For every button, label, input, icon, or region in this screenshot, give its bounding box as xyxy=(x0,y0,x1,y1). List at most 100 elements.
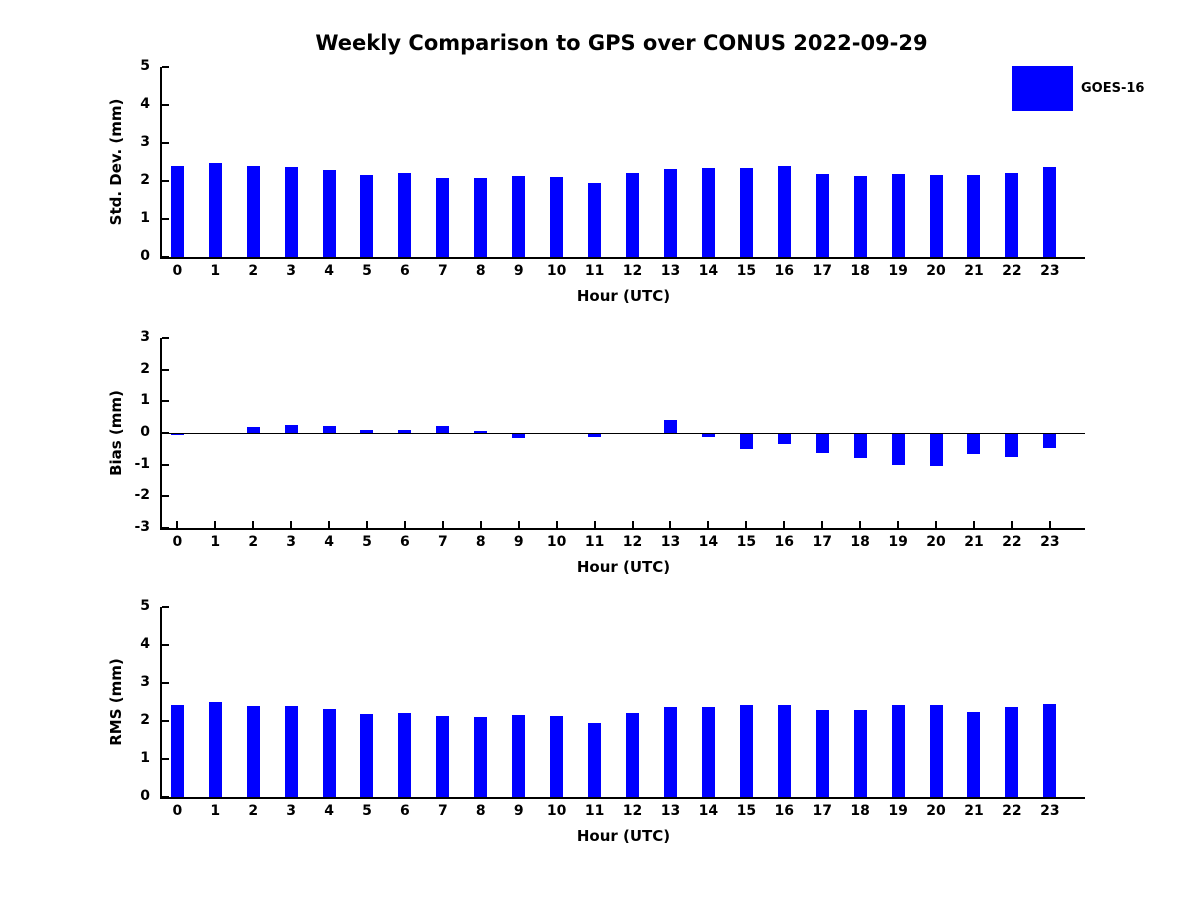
y-tick-mark xyxy=(162,463,169,466)
x-tick-label: 7 xyxy=(437,263,448,279)
bar-hour-23 xyxy=(1043,166,1057,257)
bar-hour-4 xyxy=(322,169,336,257)
x-tick-label: 11 xyxy=(584,534,605,550)
y-tick-mark xyxy=(162,400,169,403)
bar-hour-21 xyxy=(967,174,981,257)
x-tick-label: 17 xyxy=(812,534,832,550)
x-tick-label: 6 xyxy=(400,534,410,550)
x-tick-label: 12 xyxy=(622,803,643,819)
x-tick-label: 11 xyxy=(584,803,605,819)
y-tick-mark xyxy=(162,796,169,798)
x-tick-label: 6 xyxy=(400,803,410,819)
bar-hour-23 xyxy=(1043,433,1057,449)
bar-hour-7 xyxy=(436,177,450,257)
bar-hour-14 xyxy=(701,168,715,257)
bar-hour-23 xyxy=(1043,703,1057,797)
x-tick-label: 2 xyxy=(248,803,259,819)
x-tick-label: 9 xyxy=(513,803,524,819)
y-tick-label: 1 xyxy=(140,750,150,766)
x-tick-label: 4 xyxy=(324,534,334,550)
bar-hour-16 xyxy=(777,166,791,257)
y-tick-mark xyxy=(162,527,169,529)
bar-hour-22 xyxy=(1005,707,1019,797)
y-tick-label: 2 xyxy=(140,360,150,377)
x-tick-label: 19 xyxy=(888,803,908,819)
x-tick-label: 23 xyxy=(1040,803,1060,819)
x-tick-label: 15 xyxy=(736,803,757,819)
zero-line xyxy=(162,432,1085,434)
bar-hour-5 xyxy=(360,429,374,433)
x-tick-mark xyxy=(593,521,596,528)
x-tick-label: 10 xyxy=(546,534,567,550)
bar-hour-3 xyxy=(284,166,298,257)
x-tick-label: 8 xyxy=(475,534,486,550)
y-tick-label: 1 xyxy=(140,210,150,226)
y-tick-mark xyxy=(162,758,169,760)
y-tick-mark xyxy=(162,142,169,144)
x-tick-label: 23 xyxy=(1040,263,1060,279)
x-tick-label: 16 xyxy=(774,534,795,550)
x-tick-label: 2 xyxy=(248,534,259,550)
x-tick-mark xyxy=(403,521,406,528)
bar-hour-10 xyxy=(550,176,564,257)
bar-hour-6 xyxy=(398,172,412,257)
bar-hour-10 xyxy=(550,716,564,797)
x-tick-label: 13 xyxy=(660,263,681,279)
bar-hour-20 xyxy=(929,174,943,257)
bar-hour-17 xyxy=(815,173,829,257)
x-tick-label: 18 xyxy=(850,263,870,279)
y-tick-mark xyxy=(162,104,169,106)
y-tick-label: -1 xyxy=(134,455,150,472)
x-tick-label: 18 xyxy=(850,803,870,819)
bar-hour-19 xyxy=(891,433,905,466)
bar-hour-6 xyxy=(398,712,412,797)
x-tick-mark xyxy=(479,521,482,528)
x-tick-label: 9 xyxy=(513,534,524,550)
x-tick-mark xyxy=(897,521,900,528)
bias-x-axis-label: Hour (UTC) xyxy=(576,558,671,576)
y-tick-label: 5 xyxy=(140,598,150,614)
x-tick-label: 18 xyxy=(850,534,870,550)
x-tick-label: 3 xyxy=(286,803,296,819)
x-tick-mark xyxy=(252,521,255,528)
x-tick-label: 19 xyxy=(888,534,908,550)
x-tick-label: 3 xyxy=(286,263,296,279)
x-tick-label: 1 xyxy=(210,803,221,819)
x-tick-label: 9 xyxy=(513,263,524,279)
x-tick-mark xyxy=(517,521,520,528)
x-tick-label: 12 xyxy=(622,263,643,279)
y-tick-mark xyxy=(162,644,169,646)
x-tick-label: 10 xyxy=(546,803,567,819)
x-tick-label: 13 xyxy=(660,803,681,819)
x-tick-label: 11 xyxy=(584,263,605,279)
x-tick-mark xyxy=(290,521,293,528)
x-tick-label: 8 xyxy=(475,803,486,819)
bar-hour-4 xyxy=(322,426,336,433)
bar-hour-17 xyxy=(815,433,829,453)
y-tick-label: 4 xyxy=(140,96,150,112)
x-tick-mark xyxy=(821,521,824,528)
y-tick-mark xyxy=(162,66,169,68)
bar-hour-17 xyxy=(815,709,829,797)
bar-hour-13 xyxy=(663,707,677,797)
figure-title: Weekly Comparison to GPS over CONUS 2022… xyxy=(315,31,928,55)
bar-hour-5 xyxy=(360,174,374,257)
x-tick-mark xyxy=(365,521,368,528)
x-tick-mark xyxy=(328,521,331,528)
bar-hour-21 xyxy=(967,433,981,455)
legend: GOES-16 xyxy=(1012,66,1144,111)
bar-hour-6 xyxy=(398,429,412,433)
y-tick-label: 0 xyxy=(140,248,150,264)
y-tick-label: 3 xyxy=(140,674,150,690)
bar-hour-12 xyxy=(626,172,640,257)
x-tick-label: 3 xyxy=(286,534,296,550)
x-tick-label: 10 xyxy=(546,263,567,279)
x-tick-label: 21 xyxy=(964,534,984,550)
x-tick-label: 0 xyxy=(172,803,183,819)
x-tick-label: 5 xyxy=(362,534,372,550)
y-tick-mark xyxy=(162,720,169,722)
x-tick-label: 14 xyxy=(698,803,719,819)
bar-hour-8 xyxy=(474,431,488,433)
bar-hour-22 xyxy=(1005,433,1019,458)
y-tick-label: -3 xyxy=(134,519,150,535)
